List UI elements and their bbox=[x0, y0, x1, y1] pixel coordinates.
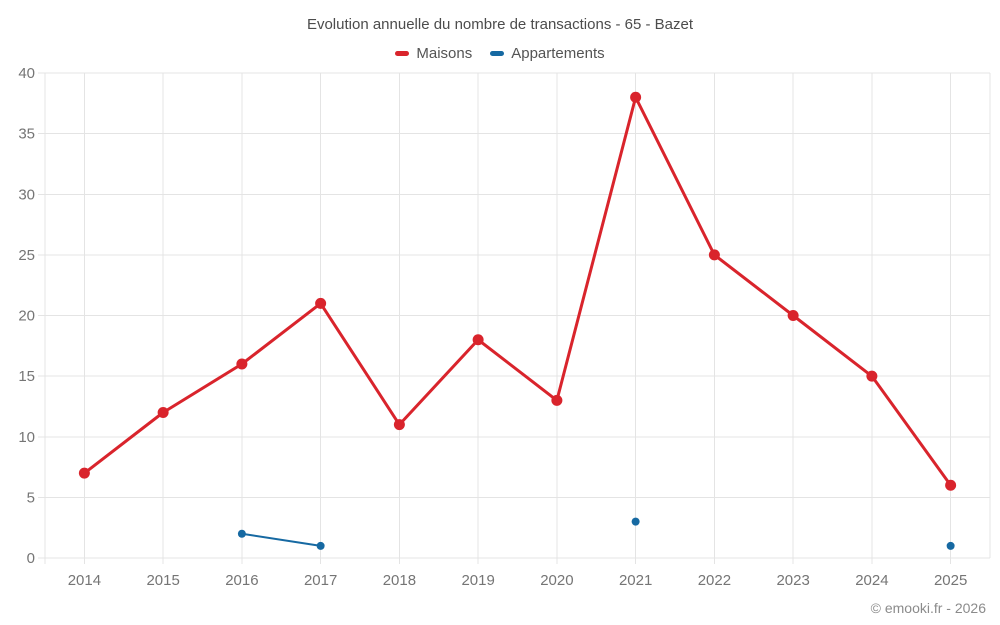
point-maisons-2021[interactable] bbox=[630, 91, 642, 103]
chart-title: Evolution annuelle du nombre de transact… bbox=[306, 16, 694, 33]
point-maisons-2019[interactable] bbox=[472, 334, 484, 346]
y-tick-label: 25 bbox=[18, 247, 35, 264]
x-tick-label: 2023 bbox=[776, 572, 809, 589]
x-tick-label: 2015 bbox=[146, 572, 179, 589]
point-appartements-2025[interactable] bbox=[946, 541, 955, 550]
point-maisons-2017[interactable] bbox=[315, 297, 327, 309]
x-tick-label: 2017 bbox=[304, 572, 337, 589]
point-appartements-2017[interactable] bbox=[316, 541, 325, 550]
x-tick-label: 2024 bbox=[855, 572, 888, 589]
point-maisons-2024[interactable] bbox=[866, 370, 878, 382]
x-tick-label: 2016 bbox=[225, 572, 258, 589]
point-appartements-2016[interactable] bbox=[237, 529, 246, 538]
appartements-line-marker-icon bbox=[490, 51, 505, 56]
x-tick-label: 2021 bbox=[619, 572, 652, 589]
point-maisons-2016[interactable] bbox=[236, 358, 248, 370]
y-tick-label: 30 bbox=[18, 186, 35, 203]
x-tick-label: 2025 bbox=[934, 572, 967, 589]
x-tick-label: 2020 bbox=[540, 572, 573, 589]
point-maisons-2015[interactable] bbox=[157, 407, 169, 418]
y-tick-label: 5 bbox=[27, 489, 35, 506]
maisons-line-marker-icon bbox=[395, 51, 410, 56]
x-tick-label: 2014 bbox=[68, 572, 101, 589]
legend-item-appartements[interactable]: Appartements bbox=[490, 45, 605, 62]
legend-item-maisons[interactable]: Maisons bbox=[395, 45, 472, 62]
x-tick-label: 2018 bbox=[383, 572, 416, 589]
x-tick-label: 2019 bbox=[461, 572, 494, 589]
point-maisons-2022[interactable] bbox=[708, 249, 720, 261]
y-tick-label: 40 bbox=[18, 65, 35, 82]
chart-legend: Maisons Appartements bbox=[0, 45, 1000, 62]
line-appartements bbox=[240, 532, 322, 547]
y-tick-label: 10 bbox=[18, 429, 35, 446]
y-tick-label: 0 bbox=[27, 550, 35, 567]
x-tick-label: 2022 bbox=[698, 572, 731, 589]
point-maisons-2020[interactable] bbox=[551, 394, 563, 406]
legend-label-maisons: Maisons bbox=[416, 45, 473, 62]
point-maisons-2018[interactable] bbox=[393, 419, 405, 431]
line-maisons bbox=[82, 95, 953, 487]
point-maisons-2014[interactable] bbox=[78, 467, 90, 479]
legend-label-appartements: Appartements bbox=[511, 45, 605, 62]
point-appartements-2021[interactable] bbox=[631, 517, 640, 526]
copyright-footer: © emooki.fr - 2026 bbox=[870, 600, 986, 616]
y-tick-label: 15 bbox=[18, 368, 35, 385]
y-tick-label: 20 bbox=[18, 308, 35, 325]
y-tick-label: 35 bbox=[18, 126, 35, 143]
point-maisons-2023[interactable] bbox=[787, 310, 799, 321]
point-maisons-2025[interactable] bbox=[945, 479, 957, 491]
